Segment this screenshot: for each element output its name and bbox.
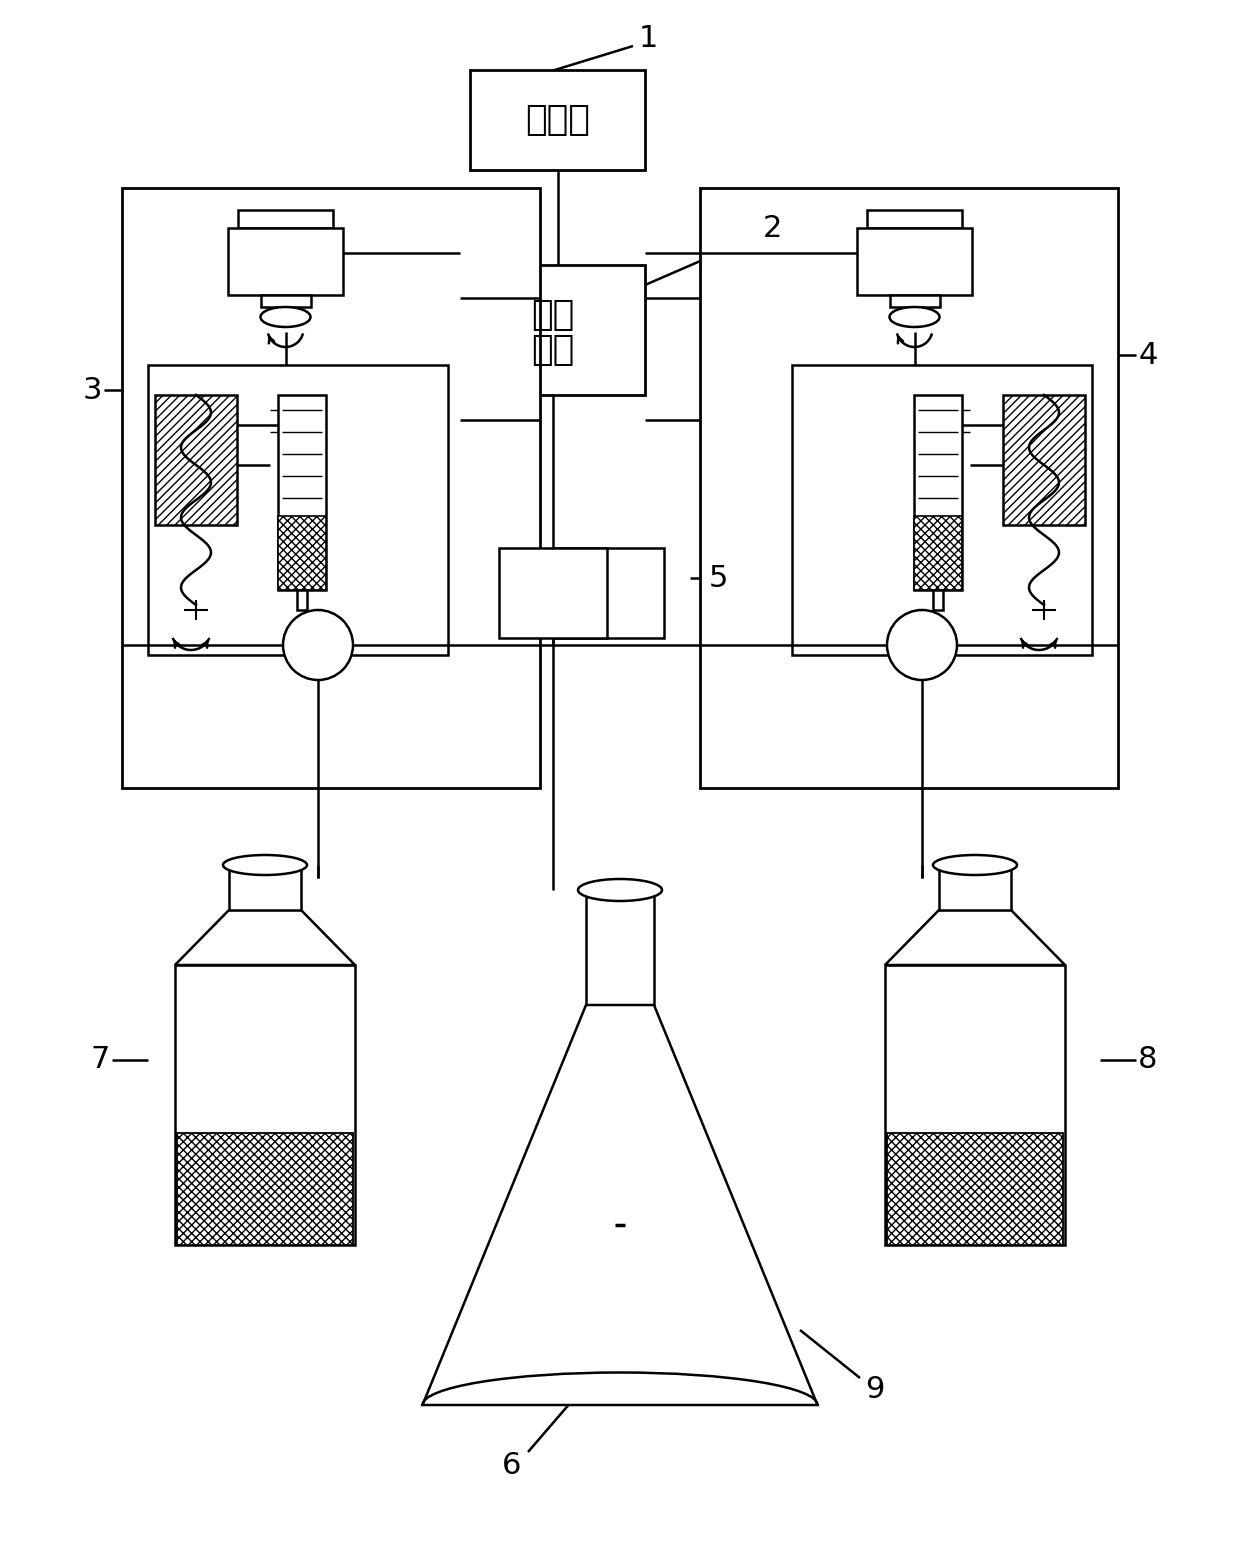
Bar	[587, 890, 653, 1006]
Ellipse shape	[260, 307, 310, 327]
Bar	[298, 589, 308, 610]
Bar	[155, 394, 237, 525]
Text: 3: 3	[82, 376, 102, 404]
Bar	[556, 549, 663, 638]
Text: 控制: 控制	[531, 298, 574, 332]
Bar	[887, 1133, 1063, 1246]
Circle shape	[887, 610, 957, 680]
Bar	[175, 965, 355, 1246]
Ellipse shape	[223, 854, 308, 875]
Ellipse shape	[932, 854, 1017, 875]
Text: 模块: 模块	[531, 334, 574, 366]
Bar	[260, 295, 310, 307]
Bar	[460, 265, 645, 394]
Bar	[470, 70, 645, 170]
Bar	[229, 865, 301, 910]
Circle shape	[283, 610, 353, 680]
Text: 4: 4	[1138, 340, 1158, 369]
Bar	[1003, 394, 1085, 525]
Bar	[228, 228, 343, 295]
Bar	[122, 189, 539, 787]
Bar	[701, 189, 1118, 787]
Bar	[792, 365, 1092, 655]
Text: 上位机: 上位机	[525, 103, 590, 137]
Bar	[885, 965, 1065, 1246]
Bar	[932, 589, 942, 610]
Text: 9: 9	[866, 1375, 884, 1405]
Text: 7: 7	[91, 1046, 109, 1074]
Bar	[939, 865, 1011, 910]
Ellipse shape	[578, 879, 662, 901]
Bar	[177, 1133, 353, 1246]
Bar	[148, 365, 448, 655]
Bar	[278, 394, 326, 589]
Bar	[278, 516, 326, 589]
Text: 5: 5	[708, 563, 728, 592]
Polygon shape	[885, 910, 1065, 965]
Text: 8: 8	[1138, 1046, 1158, 1074]
Bar	[498, 549, 606, 638]
Bar	[914, 516, 962, 589]
Bar	[867, 210, 962, 228]
Bar	[857, 228, 972, 295]
Bar	[889, 295, 940, 307]
Text: 1: 1	[639, 23, 657, 53]
Ellipse shape	[889, 307, 940, 327]
Polygon shape	[175, 910, 355, 965]
Text: 6: 6	[502, 1450, 522, 1479]
Bar	[914, 394, 962, 589]
Text: 2: 2	[763, 214, 781, 243]
Bar	[238, 210, 334, 228]
Polygon shape	[423, 1006, 817, 1405]
